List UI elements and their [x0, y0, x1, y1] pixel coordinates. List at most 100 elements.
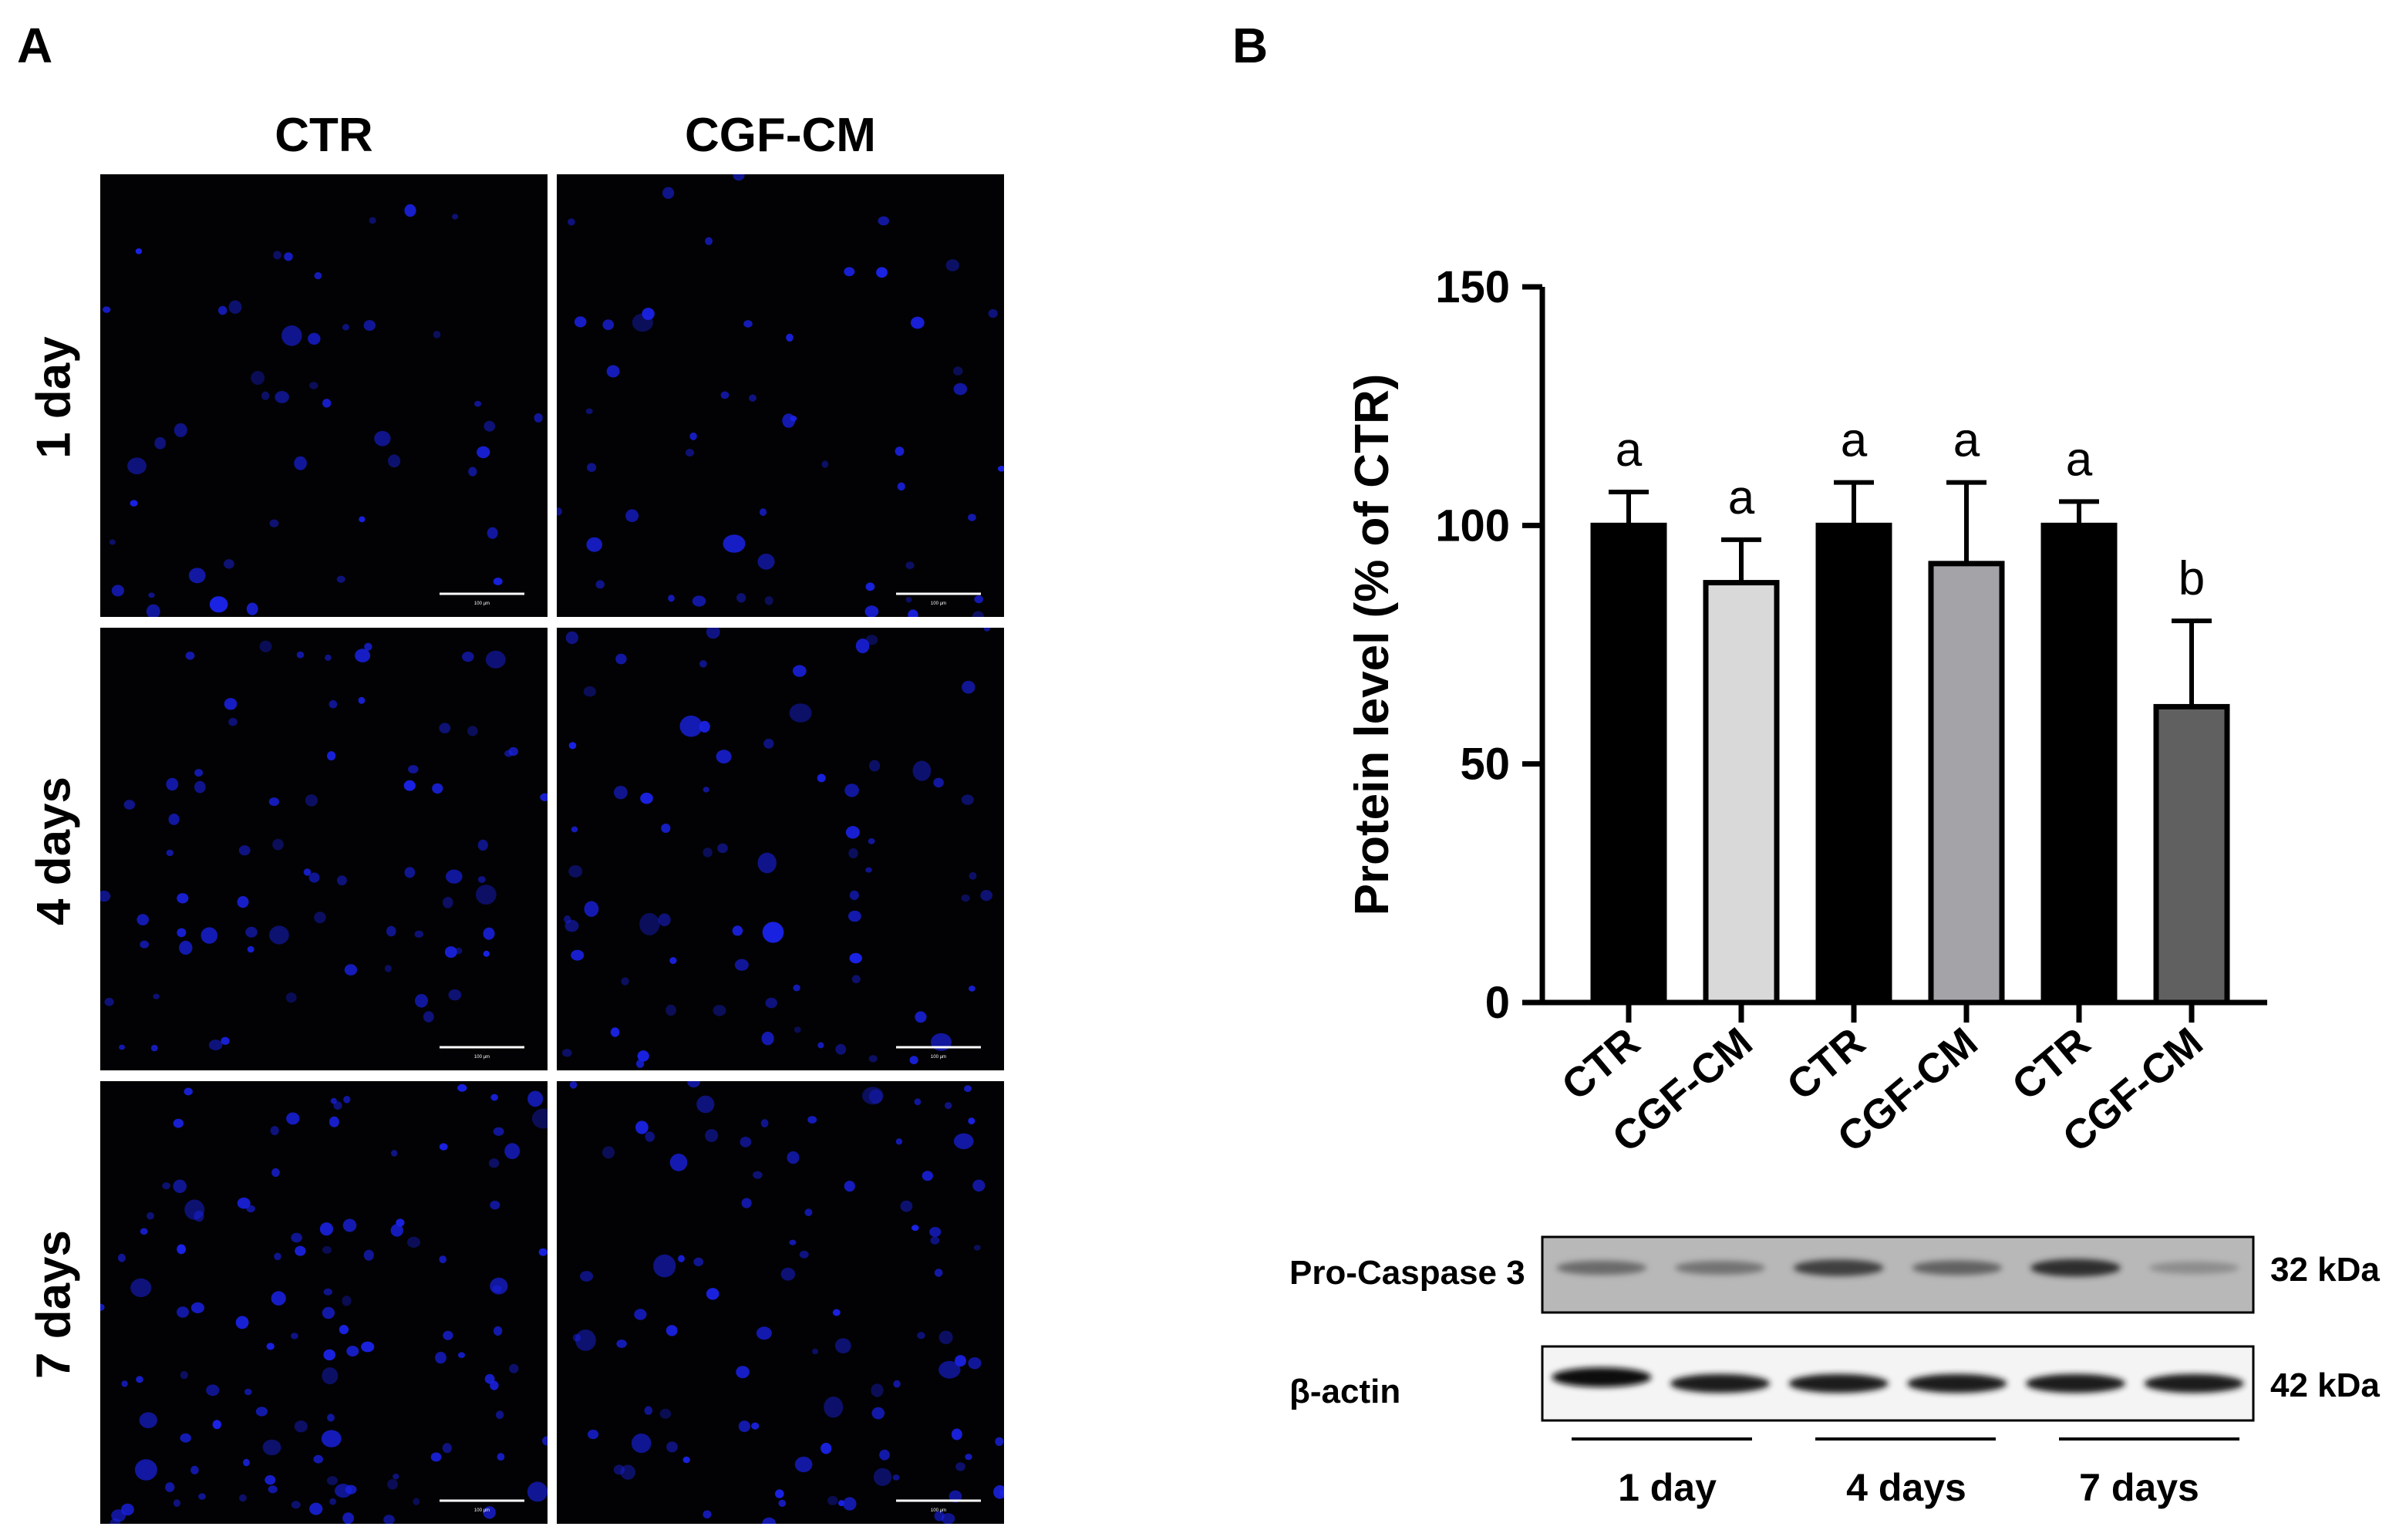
nucleus [238, 845, 251, 856]
blot-group-1-day: 1 day [1618, 1466, 1717, 1509]
nucleus [435, 1351, 446, 1364]
nucleus [969, 986, 976, 992]
nucleus [329, 1498, 336, 1505]
nucleus [632, 313, 653, 332]
nucleus [762, 1517, 777, 1524]
nucleus [968, 1357, 982, 1370]
nucleus [849, 952, 862, 964]
nucleus [527, 1090, 544, 1107]
nucleus [905, 561, 915, 569]
nucleus [962, 680, 976, 694]
nucleus [168, 814, 180, 825]
nucleus [756, 1326, 772, 1340]
nucleus [391, 1150, 398, 1157]
blot-band [1907, 1373, 2007, 1393]
nucleus [100, 1303, 105, 1311]
blot-band [2030, 1259, 2121, 1277]
nucleus [457, 1352, 466, 1358]
nucleus [150, 1044, 158, 1052]
nucleus [185, 652, 195, 660]
nucleus [972, 1179, 986, 1192]
nucleus [439, 1255, 446, 1264]
nucleus [871, 1407, 885, 1420]
nucleus [383, 1515, 395, 1524]
row-label-4-days: 4 days [27, 776, 81, 926]
nucleus [342, 1296, 352, 1306]
nucleus [509, 1363, 519, 1373]
nucleus [448, 989, 462, 1001]
nucleus [322, 1367, 339, 1385]
nucleus [733, 174, 745, 181]
nucleus [848, 848, 858, 859]
nucleus [390, 1224, 403, 1237]
nucleus [835, 1043, 847, 1055]
nucleus [706, 628, 720, 639]
nucleus [194, 769, 204, 777]
nucleus [693, 1257, 704, 1267]
nucleus [696, 1095, 715, 1114]
nucleus [433, 331, 441, 339]
nucleus [255, 1407, 268, 1417]
significance-label: a [2066, 433, 2093, 486]
nucleus [272, 838, 284, 851]
nucleus [661, 824, 671, 833]
nucleus [635, 1060, 645, 1068]
nucleus [274, 1252, 281, 1261]
nucleus [180, 1433, 191, 1443]
nucleus [614, 786, 628, 800]
nucleus [534, 413, 543, 423]
nucleus [330, 1097, 337, 1104]
nucleus [865, 582, 875, 591]
nucleus [934, 1269, 943, 1277]
nucleus [190, 1465, 199, 1474]
nucleus [329, 1116, 339, 1127]
nucleus [666, 1441, 678, 1453]
nucleus [284, 252, 293, 261]
nucleus [291, 1501, 301, 1509]
nucleus [342, 1218, 357, 1232]
nucleus [929, 1227, 942, 1237]
bar [1703, 580, 1780, 1006]
nucleus [268, 797, 280, 807]
nucleus [206, 1384, 220, 1397]
nucleus [180, 1371, 188, 1380]
nucleus [323, 1349, 336, 1361]
nucleus [764, 596, 773, 605]
nucleus [162, 1182, 170, 1190]
nucleus [689, 432, 697, 440]
nucleus [895, 446, 905, 457]
nucleus [844, 783, 859, 797]
blot-band [1912, 1260, 2003, 1275]
nucleus [807, 1116, 817, 1124]
nucleus [239, 1494, 247, 1502]
nucleus [262, 1439, 281, 1456]
nucleus [271, 1168, 280, 1178]
nucleus [432, 783, 443, 794]
nucleus [384, 965, 392, 972]
nucleus [490, 1277, 508, 1295]
column-header-cgf-cm: CGF-CM [685, 109, 876, 162]
nucleus [269, 519, 279, 527]
nucleus [621, 977, 629, 986]
nucleus [938, 1360, 961, 1379]
nucleus [369, 217, 376, 224]
nucleus [759, 508, 767, 517]
nucleus [953, 382, 968, 396]
nucleus [387, 1479, 398, 1490]
nucleus [323, 1288, 332, 1296]
nucleus [900, 1200, 913, 1212]
nucleus [184, 1087, 193, 1096]
significance-label: a [1841, 414, 1868, 467]
nucleus [955, 1462, 965, 1471]
nucleus [173, 1179, 187, 1193]
blot-group-4-days: 4 days [1846, 1466, 1966, 1509]
nucleus [363, 320, 376, 331]
scale-bar-label: 100 µm [931, 1055, 946, 1060]
nucleus [780, 1267, 796, 1281]
nucleus [705, 237, 713, 245]
nucleus [640, 792, 653, 804]
nucleus [462, 652, 474, 662]
nucleus [319, 1222, 333, 1236]
nucleus [166, 849, 174, 857]
nucleus [270, 1126, 279, 1136]
